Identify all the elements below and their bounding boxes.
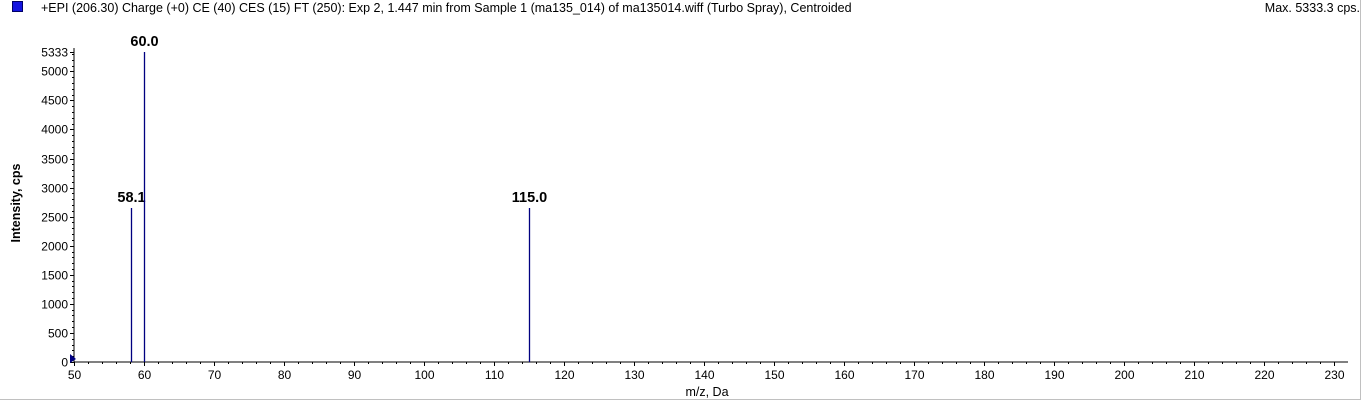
x-tick-label: 160 [834,368,854,382]
peak-label: 60.0 [130,34,158,50]
y-tick-label: 3000 [41,182,68,196]
chart-axes: 0 500 1000 1500 2000 2500 3000 3500 4000 4500 5000… [41,46,1348,382]
y-tick-label: 4500 [41,94,68,108]
x-tick-label: 90 [348,368,362,382]
x-tick-label: 190 [1044,368,1064,382]
x-tick-label: 210 [1184,368,1204,382]
x-tick-label: 70 [208,368,222,382]
y-tick-label: 1000 [41,298,68,312]
y-tick-label: 2500 [41,211,68,225]
spectrum-title: +EPI (206.30) Charge (+0) CE (40) CES (1… [41,1,852,15]
y-axis-title: Intensity, cps [9,163,23,242]
x-axis-title: m/z, Da [685,385,728,399]
axis-cursor-marker-icon[interactable] [70,354,76,363]
x-tick-label: 80 [278,368,292,382]
x-tick-label: 50 [68,368,82,382]
peak-series: 58.1 60.0 115.0 [117,34,547,362]
x-tick-label: 150 [764,368,784,382]
series-legend-swatch[interactable] [12,1,23,12]
y-tick-label: 500 [48,327,68,341]
y-tick-label: 5000 [41,65,68,79]
x-tick-label: 180 [974,368,994,382]
x-tick-label: 100 [414,368,434,382]
x-tick-label: 170 [904,368,924,382]
x-tick-label: 120 [554,368,574,382]
x-tick-label: 110 [485,368,504,382]
y-tick-label: 1500 [41,269,68,283]
spectrum-header: +EPI (206.30) Charge (+0) CE (40) CES (1… [0,0,1362,18]
peak-label: 115.0 [512,190,548,206]
y-tick-label: 3500 [41,153,68,167]
x-tick-label: 220 [1254,368,1274,382]
max-intensity-label: Max. 5333.3 cps. [1264,1,1360,15]
y-tick-label: 2000 [41,240,68,254]
x-tick-label: 130 [624,368,644,382]
peak-label: 58.1 [117,190,145,206]
y-tick-label: 4000 [41,123,68,137]
x-tick-label: 140 [694,368,714,382]
x-tick-label: 60 [138,368,152,382]
y-tick-label: 5333 [41,46,68,60]
x-tick-label: 230 [1324,368,1344,382]
y-tick-label: 0 [61,356,68,370]
x-tick-label: 200 [1114,368,1134,382]
